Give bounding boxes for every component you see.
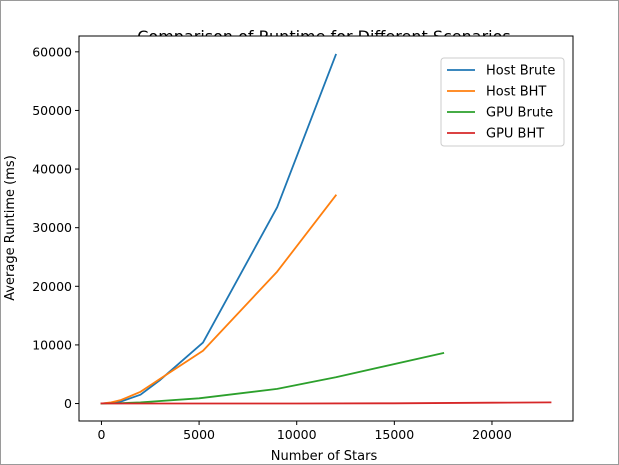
legend-box (440, 57, 565, 147)
series-line-1 (100, 194, 338, 405)
y-tick-label: 20000 (32, 279, 72, 294)
y-tick-label: 10000 (32, 337, 72, 352)
legend-label-0: Host Brute (486, 64, 555, 79)
x-tick-label: 10000 (277, 427, 317, 442)
series-line-3 (100, 401, 552, 405)
legend-label-3: GPU BHT (486, 127, 544, 142)
y-axis: 0 10000 20000 30000 40000 50000 60000 (32, 44, 79, 411)
x-axis-label: Number of Stars (271, 449, 378, 464)
y-axis-label: Average Runtime (ms) (3, 155, 18, 301)
y-tick-label: 40000 (32, 162, 72, 177)
y-tick-label: 60000 (32, 44, 72, 59)
x-tick-label: 0 (97, 427, 105, 442)
legend: Host Brute Host BHT GPU Brute GPU BHT (440, 57, 565, 147)
x-tick-label: 15000 (374, 427, 414, 442)
y-tick-label: 0 (64, 396, 72, 411)
x-axis: 0 5000 10000 15000 20000 (97, 421, 512, 442)
legend-label-2: GPU Brute (486, 106, 553, 121)
legend-label-1: Host BHT (486, 85, 546, 100)
x-tick-label: 5000 (183, 427, 215, 442)
y-tick-label: 50000 (32, 103, 72, 118)
x-tick-label: 20000 (472, 427, 512, 442)
y-tick-label: 30000 (32, 220, 72, 235)
series-layer (100, 53, 552, 405)
